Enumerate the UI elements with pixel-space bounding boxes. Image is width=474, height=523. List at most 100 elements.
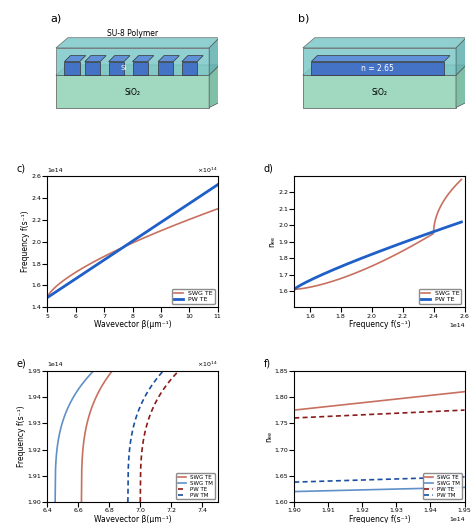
PW TE	[157, 391, 163, 397]
PW TE	[382, 246, 388, 253]
SWG TM	[462, 484, 467, 491]
Polygon shape	[64, 62, 80, 75]
Polygon shape	[56, 75, 209, 108]
Polygon shape	[182, 62, 197, 75]
PW TE	[167, 213, 173, 219]
Line: SWG TE: SWG TE	[82, 371, 112, 502]
SWG TE	[79, 499, 84, 505]
PW TE	[215, 181, 220, 188]
SWG TE	[168, 223, 174, 230]
SWG TE	[428, 232, 434, 238]
Polygon shape	[56, 48, 209, 75]
SWG TE	[393, 396, 399, 402]
SWG TE	[108, 370, 114, 376]
Polygon shape	[133, 55, 154, 62]
SWG TE	[396, 396, 401, 402]
Line: PW TE: PW TE	[294, 222, 461, 289]
Text: a): a)	[51, 14, 62, 24]
SWG TE	[462, 389, 467, 395]
Line: PW TE: PW TE	[140, 371, 179, 502]
PW TE	[455, 220, 460, 226]
PW TE	[392, 410, 398, 416]
SWG TE	[65, 274, 71, 280]
SWG TE	[435, 391, 441, 397]
PW TM	[435, 474, 441, 481]
SWG TM	[446, 485, 451, 491]
X-axis label: Frequency f(s⁻¹): Frequency f(s⁻¹)	[348, 515, 410, 523]
Legend: SWG TE, SWG TM, PW TE, PW TM: SWG TE, SWG TM, PW TE, PW TM	[176, 473, 215, 499]
Polygon shape	[85, 62, 100, 75]
Line: SWG TE: SWG TE	[47, 209, 218, 298]
Text: e): e)	[17, 358, 27, 368]
PW TE	[146, 414, 152, 420]
Text: $\times 10^{14}$: $\times 10^{14}$	[197, 165, 218, 175]
SWG TE	[391, 253, 397, 259]
SWG TE	[458, 176, 464, 183]
PW TM	[125, 499, 131, 505]
X-axis label: Wavevector β(μm⁻¹): Wavevector β(μm⁻¹)	[94, 320, 171, 329]
PW TE	[292, 415, 298, 421]
SWG TE	[292, 407, 298, 413]
SWG TM	[292, 488, 297, 495]
PW TE	[168, 212, 174, 219]
Polygon shape	[158, 62, 173, 75]
Text: $\times 10^{14}$: $\times 10^{14}$	[197, 360, 218, 369]
SWG TE	[107, 371, 113, 377]
PW TM	[462, 474, 467, 480]
PW TM	[143, 391, 149, 397]
X-axis label: Frequency f(s⁻¹): Frequency f(s⁻¹)	[348, 320, 410, 329]
PW TE	[100, 258, 106, 264]
PW TE	[371, 251, 376, 257]
SWG TE	[382, 257, 388, 263]
Line: PW TM: PW TM	[294, 477, 465, 482]
SWG TE	[94, 391, 100, 397]
Text: Si: Si	[121, 65, 127, 71]
Y-axis label: Frequency f(s⁻¹): Frequency f(s⁻¹)	[17, 405, 26, 467]
PW TE	[446, 408, 451, 414]
Text: SU-8 Polymer: SU-8 Polymer	[107, 29, 158, 38]
Text: n = 2.65: n = 2.65	[361, 64, 394, 73]
PW TM	[132, 419, 137, 425]
SWG TE	[109, 368, 115, 374]
PW TE	[45, 294, 50, 301]
Polygon shape	[56, 38, 219, 48]
Polygon shape	[209, 38, 219, 75]
X-axis label: Wavevector β(μm⁻¹): Wavevector β(μm⁻¹)	[94, 515, 171, 523]
SWG TE	[152, 230, 157, 236]
PW TE	[176, 368, 182, 374]
Y-axis label: Frequency f(s⁻¹): Frequency f(s⁻¹)	[21, 211, 30, 272]
Y-axis label: nₑₑ: nₑₑ	[268, 236, 277, 247]
SWG TE	[455, 180, 460, 187]
Polygon shape	[311, 62, 444, 75]
SWG TE	[86, 414, 91, 420]
SWG TM	[88, 371, 93, 377]
Text: f): f)	[264, 358, 271, 368]
Text: d): d)	[264, 163, 273, 173]
SWG TE	[100, 254, 106, 260]
PW TE	[372, 250, 377, 256]
Line: PW TE: PW TE	[294, 410, 465, 418]
SWG TE	[167, 224, 173, 230]
SWG TM	[52, 499, 58, 505]
Polygon shape	[303, 38, 466, 48]
PW TE	[462, 407, 467, 413]
SWG TE	[97, 386, 103, 393]
SWG TM	[392, 486, 398, 492]
Polygon shape	[158, 55, 179, 62]
SWG TM	[396, 486, 401, 492]
Line: SWG TM: SWG TM	[294, 487, 465, 492]
PW TE	[428, 229, 434, 235]
Y-axis label: nₑₑ: nₑₑ	[264, 431, 273, 442]
SWG TM	[91, 368, 97, 374]
PW TM	[133, 414, 139, 420]
Legend: SWG TE, PW TE: SWG TE, PW TE	[172, 289, 215, 304]
PW TE	[173, 371, 179, 377]
PW TE	[458, 219, 464, 225]
PW TM	[446, 474, 451, 481]
SWG TM	[60, 419, 65, 425]
PW TM	[161, 368, 166, 374]
PW TE	[152, 223, 157, 230]
SWG TM	[61, 414, 67, 420]
PW TM	[396, 476, 401, 482]
PW TM	[292, 479, 298, 485]
